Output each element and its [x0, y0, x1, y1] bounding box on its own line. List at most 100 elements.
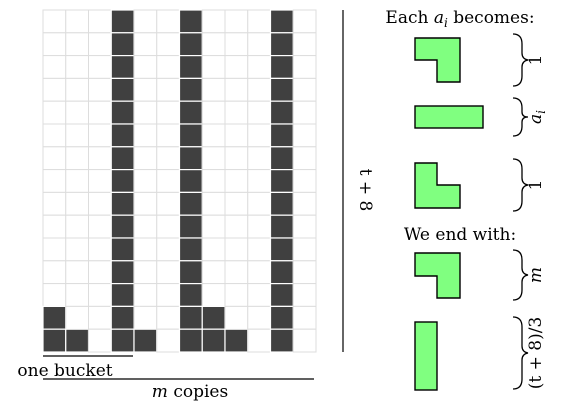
- filled-cell: [42, 305, 67, 330]
- empty-cell: [224, 214, 249, 239]
- empty-cell: [42, 260, 67, 285]
- empty-cell: [88, 169, 112, 193]
- filled-cell: [178, 32, 203, 57]
- filled-cell: [110, 54, 135, 79]
- filled-cell: [269, 237, 294, 262]
- empty-cell: [201, 123, 226, 148]
- empty-cell: [224, 146, 249, 171]
- brace-top: [512, 33, 529, 87]
- filled-cell: [110, 260, 135, 285]
- empty-cell: [133, 9, 158, 34]
- filled-cell: [110, 9, 135, 34]
- empty-cell: [88, 237, 112, 262]
- filled-cell: [269, 54, 294, 79]
- empty-cell: [156, 146, 180, 171]
- filled-cell: [110, 283, 135, 308]
- empty-cell: [42, 55, 67, 79]
- empty-cell: [133, 100, 158, 125]
- filled-cell: [110, 146, 135, 171]
- empty-cell: [156, 237, 180, 262]
- empty-cell: [224, 32, 249, 57]
- empty-cell: [224, 9, 249, 34]
- empty-cell: [292, 32, 317, 57]
- empty-cell: [201, 169, 226, 193]
- empty-cell: [201, 9, 226, 34]
- brace-end-bar: [512, 316, 529, 390]
- filled-cell: [178, 77, 203, 102]
- empty-cell: [88, 328, 112, 353]
- filled-cell: [42, 328, 67, 353]
- empty-cell: [247, 237, 271, 262]
- filled-cell: [269, 32, 294, 57]
- empty-cell: [247, 169, 271, 193]
- empty-cell: [88, 305, 112, 330]
- filled-cell: [178, 9, 203, 34]
- empty-cell: [247, 260, 271, 285]
- empty-cell: [42, 191, 67, 216]
- empty-cell: [42, 214, 67, 239]
- empty-cell: [247, 191, 271, 216]
- filled-cell: [178, 328, 203, 353]
- empty-cell: [201, 55, 226, 79]
- empty-cell: [292, 214, 317, 239]
- empty-cell: [133, 123, 158, 148]
- empty-cell: [42, 9, 67, 34]
- empty-cell: [292, 100, 317, 125]
- empty-cell: [292, 283, 317, 307]
- end-l-piece: [414, 252, 461, 299]
- empty-cell: [247, 328, 271, 353]
- empty-cell: [88, 9, 112, 34]
- empty-cell: [88, 191, 112, 216]
- bar-piece: [414, 105, 484, 129]
- tetris-grid: [42, 9, 317, 353]
- end-title: We end with:: [404, 225, 516, 245]
- brace-bottom-label: 1: [526, 180, 546, 191]
- empty-cell: [65, 32, 89, 57]
- empty-cell: [133, 237, 158, 262]
- l-piece-top: [414, 37, 461, 83]
- empty-cell: [224, 191, 249, 216]
- empty-cell: [42, 123, 67, 148]
- empty-cell: [65, 260, 89, 285]
- filled-cell: [178, 146, 203, 171]
- empty-cell: [133, 305, 158, 330]
- empty-cell: [42, 32, 67, 57]
- empty-cell: [201, 283, 226, 307]
- empty-cell: [247, 283, 271, 307]
- empty-cell: [88, 32, 112, 57]
- filled-cell: [110, 328, 135, 353]
- empty-cell: [156, 260, 180, 285]
- empty-cell: [201, 146, 226, 171]
- filled-cell: [133, 328, 158, 353]
- empty-cell: [224, 305, 249, 330]
- empty-cell: [156, 9, 180, 34]
- empty-cell: [292, 77, 317, 102]
- empty-cell: [88, 55, 112, 79]
- filled-cell: [224, 328, 249, 353]
- empty-cell: [224, 123, 249, 148]
- l-piece-bottom: [414, 162, 461, 209]
- empty-cell: [65, 123, 89, 148]
- filled-cell: [110, 305, 135, 330]
- empty-cell: [292, 328, 317, 353]
- empty-cell: [292, 305, 317, 330]
- empty-cell: [247, 123, 271, 148]
- empty-cell: [247, 32, 271, 57]
- empty-cell: [247, 146, 271, 171]
- empty-cell: [42, 146, 67, 171]
- filled-cell: [110, 191, 135, 216]
- empty-cell: [88, 146, 112, 171]
- filled-cell: [178, 260, 203, 285]
- empty-cell: [201, 214, 226, 239]
- empty-cell: [292, 191, 317, 216]
- empty-cell: [88, 214, 112, 239]
- brace-end-bar-label: (t + 8)/3: [526, 317, 546, 390]
- filled-cell: [269, 214, 294, 239]
- empty-cell: [65, 237, 89, 262]
- filled-cell: [110, 169, 135, 194]
- empty-cell: [247, 9, 271, 34]
- empty-cell: [88, 77, 112, 102]
- filled-cell: [110, 77, 135, 102]
- filled-cell: [178, 283, 203, 308]
- filled-cell: [269, 260, 294, 285]
